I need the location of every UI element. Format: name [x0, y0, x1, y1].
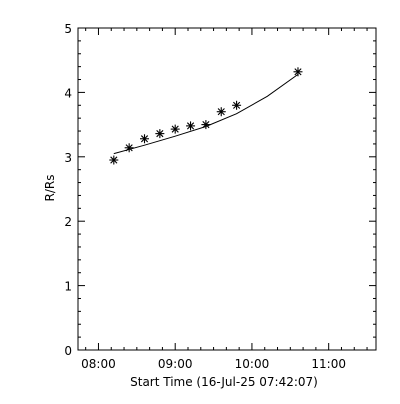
marker-stroke — [233, 101, 241, 109]
x-tick-label: 10:00 — [235, 357, 270, 371]
data-point-marker — [140, 134, 150, 144]
y-tick-label: 2 — [64, 215, 72, 229]
data-point-marker — [216, 107, 226, 117]
marker-stroke — [156, 130, 164, 138]
marker-stroke — [125, 144, 133, 152]
data-point-marker — [293, 67, 303, 77]
axes-layer: 0 1 2 3 4 5 08:00 09:00 10:00 11:00 — [64, 22, 377, 371]
plot-frame — [77, 27, 377, 351]
data-point-marker — [155, 129, 165, 139]
marker-stroke — [171, 125, 179, 133]
x-tick-label: 09:00 — [158, 357, 193, 371]
data-point-marker — [124, 143, 134, 153]
series-layer — [109, 67, 303, 165]
y-tick-label: 4 — [64, 86, 72, 100]
y-tick-label: 0 — [64, 344, 72, 358]
y-tick-label: 1 — [64, 280, 72, 294]
marker-stroke — [110, 156, 118, 164]
marker-stroke — [294, 68, 302, 76]
y-axis-label: R/Rs — [43, 175, 57, 202]
y-tick-label: 5 — [64, 22, 72, 36]
x-axis-label: Start Time (16-Jul-25 07:42:07) — [130, 375, 318, 389]
data-point-marker — [109, 155, 119, 165]
data-point-marker — [232, 100, 242, 110]
data-point-marker — [201, 120, 211, 130]
data-point-marker — [170, 124, 180, 134]
labels-layer: Start Time (16-Jul-25 07:42:07) R/Rs — [43, 175, 318, 389]
marker-stroke — [186, 122, 195, 130]
y-tick-label: 3 — [64, 151, 72, 165]
marker-stroke — [140, 135, 149, 143]
marker-stroke — [202, 121, 210, 129]
x-tick-label: 08:00 — [81, 357, 116, 371]
marker-stroke — [217, 108, 225, 116]
x-tick-label: 11:00 — [311, 357, 346, 371]
data-point-marker — [186, 121, 196, 131]
